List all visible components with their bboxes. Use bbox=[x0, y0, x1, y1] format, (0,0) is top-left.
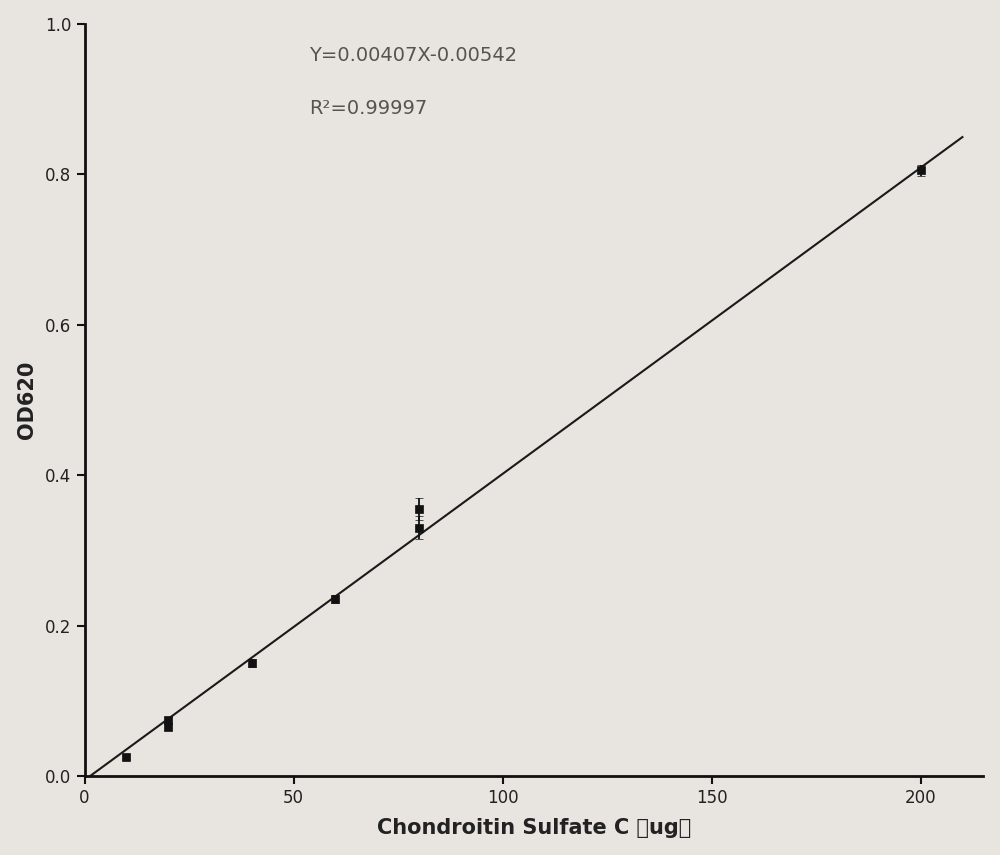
Text: R²=0.99997: R²=0.99997 bbox=[309, 99, 428, 118]
Y-axis label: OD620: OD620 bbox=[17, 361, 37, 439]
Text: Y=0.00407X-0.00542: Y=0.00407X-0.00542 bbox=[309, 46, 517, 65]
X-axis label: Chondroitin Sulfate C （ug）: Chondroitin Sulfate C （ug） bbox=[377, 818, 691, 839]
